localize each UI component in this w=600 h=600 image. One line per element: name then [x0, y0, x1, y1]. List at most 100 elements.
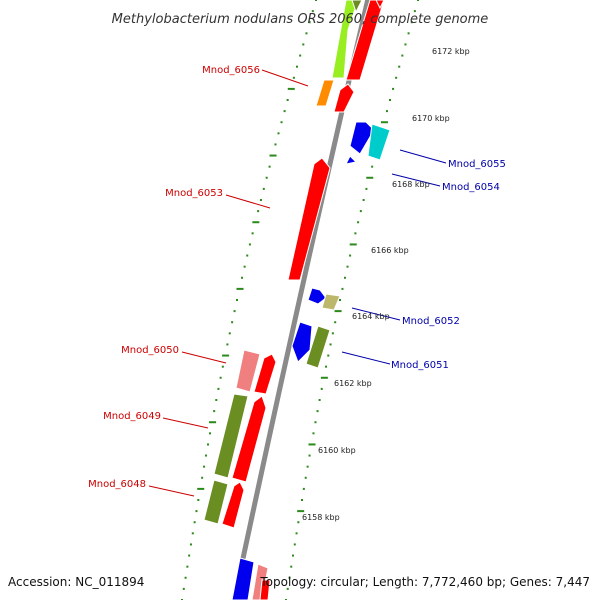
tick-mark: [293, 543, 296, 546]
leader-mnod-6050: [181, 351, 227, 364]
tick-mark: [413, 10, 416, 13]
tick-mark: [228, 332, 231, 335]
tick-mark: [182, 587, 185, 590]
tick-mark: [349, 254, 352, 257]
tick-mark: [401, 54, 404, 57]
tick-mark: [209, 421, 217, 424]
tick-mark: [302, 487, 305, 490]
tick-mark: [341, 287, 344, 290]
gene-red-6050[interactable]: [253, 353, 277, 395]
tick-mark: [362, 199, 365, 201]
tick-mark: [257, 210, 260, 213]
gene-red-6048[interactable]: [221, 481, 245, 529]
kbp-label-6160: 6160 kbp: [318, 446, 356, 455]
tick-mark: [186, 565, 189, 568]
tick-mark: [286, 587, 289, 590]
tick-mark: [188, 554, 191, 557]
tick-mark: [213, 410, 216, 413]
tick-mark: [189, 543, 192, 546]
gene-olive-6051[interactable]: [305, 325, 331, 369]
tick-mark: [365, 187, 368, 190]
tick-mark: [357, 221, 360, 224]
tick-mark: [205, 454, 208, 457]
tick-mark: [292, 554, 295, 557]
kbp-label-6158: 6158 kbp: [302, 513, 340, 522]
gene-red-bottom[interactable]: [259, 579, 271, 600]
gene-orange[interactable]: [315, 79, 335, 107]
gene-label-mnod-6050[interactable]: Mnod_6050: [121, 345, 179, 356]
leader-mnod-6053: [225, 194, 271, 209]
tick-mark: [308, 21, 311, 24]
gene-leader-lines: [148, 69, 447, 497]
tick-mark: [389, 99, 391, 101]
gene-blue-6055a[interactable]: [349, 121, 375, 155]
tick-mark: [283, 110, 286, 113]
gene-label-mnod-6056[interactable]: Mnod_6056: [202, 65, 260, 76]
gene-pink-bottom[interactable]: [251, 563, 269, 600]
gene-label-mnod-6051[interactable]: Mnod_6051: [391, 360, 449, 371]
tick-mark: [221, 365, 224, 368]
gene-khaki-6052[interactable]: [321, 293, 341, 311]
tick-mark: [354, 232, 357, 235]
gene-label-mnod-6048[interactable]: Mnod_6048: [88, 479, 146, 490]
tick-mark: [274, 143, 277, 146]
tick-mark: [311, 10, 314, 13]
tick-mark: [269, 154, 277, 157]
gene-olive-6049[interactable]: [213, 393, 249, 479]
tick-mark: [290, 565, 293, 568]
tick-mark: [305, 32, 308, 35]
gene-olive-top[interactable]: [351, 0, 363, 14]
gene-pink-6050[interactable]: [235, 349, 261, 393]
tick-mark: [410, 21, 413, 24]
gene-red-6049[interactable]: [231, 395, 267, 483]
tick-mark: [343, 276, 346, 279]
tick-mark: [243, 265, 246, 268]
leader-mnod-6056: [261, 69, 309, 87]
gene-red-top-tail[interactable]: [375, 0, 385, 10]
tick-mark: [251, 232, 254, 235]
tick-mark: [222, 354, 230, 357]
tick-mark: [349, 243, 357, 246]
tick-mark: [398, 65, 401, 68]
kbp-label-6172: 6172 kbp: [432, 47, 470, 56]
tick-mark: [334, 321, 337, 324]
tick-mark: [329, 343, 332, 346]
tick-mark: [380, 121, 388, 124]
gene-blue-bottom[interactable]: [231, 557, 255, 600]
tick-mark: [193, 521, 196, 524]
kbp-labels: 6172 kbp 6170 kbp 6168 kbp 6166 kbp 6164…: [302, 47, 470, 522]
gene-label-mnod-6049[interactable]: Mnod_6049: [103, 411, 161, 422]
gene-label-mnod-6055[interactable]: Mnod_6055: [448, 159, 506, 170]
tick-mark: [231, 321, 234, 324]
gene-red-top[interactable]: [345, 0, 385, 81]
page-title: Methylobacterium nodulans ORS 2060, comp…: [112, 12, 489, 27]
gene-lime[interactable]: [331, 0, 359, 79]
gene-red-6053[interactable]: [287, 157, 331, 281]
tick-mark: [325, 365, 328, 368]
gene-blue-6054[interactable]: [345, 155, 358, 165]
tick-mark: [277, 132, 280, 135]
tick-mark: [215, 399, 218, 401]
tick-mark: [312, 432, 315, 435]
gene-red-6056[interactable]: [333, 83, 355, 113]
tick-mark: [308, 454, 311, 457]
tick-mark: [233, 310, 236, 313]
kbp-label-6166: 6166 kbp: [371, 246, 409, 255]
tick-mark: [259, 199, 262, 201]
tick-mark: [292, 76, 295, 79]
tick-mark: [302, 43, 305, 46]
tick-mark: [195, 510, 198, 513]
tick-mark: [385, 110, 388, 113]
gene-blue-6052[interactable]: [307, 287, 327, 305]
tick-mark: [331, 332, 334, 335]
gene-label-mnod-6054[interactable]: Mnod_6054: [442, 182, 500, 193]
gene-blue-6051[interactable]: [291, 321, 313, 363]
gene-label-mnod-6053[interactable]: Mnod_6053: [165, 188, 223, 199]
tick-mark: [395, 76, 398, 79]
gene-label-mnod-6052[interactable]: Mnod_6052: [402, 316, 460, 327]
tick-mark: [315, 0, 317, 1]
gene-cyan-6055[interactable]: [367, 123, 391, 161]
gene-olive-6048[interactable]: [203, 479, 229, 525]
tick-mark: [197, 487, 205, 490]
tick-mark: [191, 532, 194, 535]
